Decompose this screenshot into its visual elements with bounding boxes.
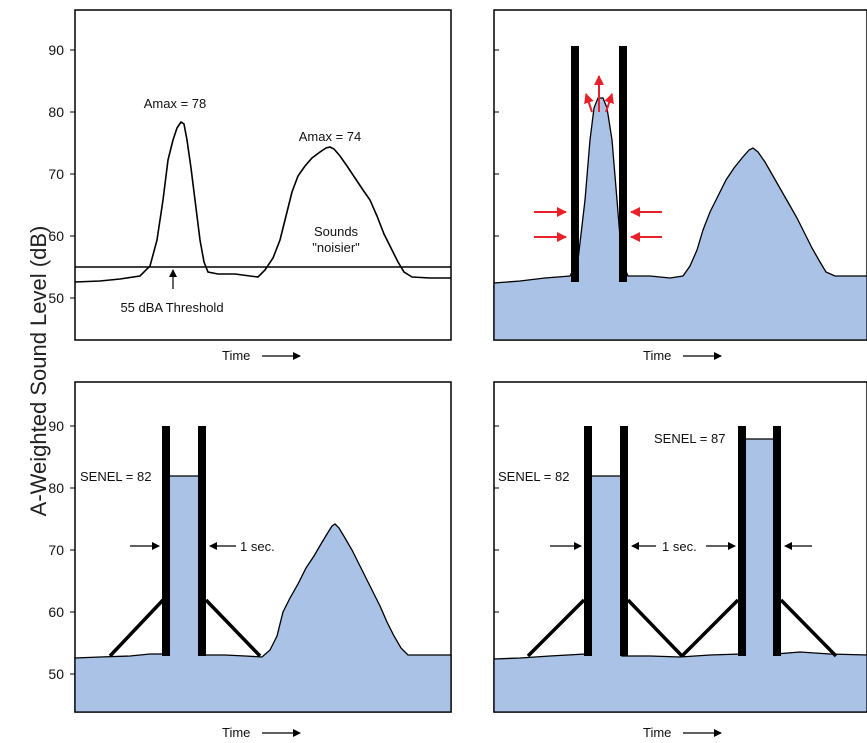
x-axis-label: Time bbox=[222, 348, 250, 363]
senel-label-1: SENEL = 82 bbox=[498, 469, 569, 484]
panel-top-left: 90 80 70 60 50 Amax = 78 Amax = 74 Sound… bbox=[48, 9, 452, 363]
sound-level-curve bbox=[74, 120, 451, 283]
tick-label: 70 bbox=[48, 166, 64, 182]
panel-bottom-right: SENEL = 82 SENEL = 87 1 sec. Time bbox=[493, 381, 867, 740]
left-duration-bar-2 bbox=[738, 426, 746, 656]
tick-label: 50 bbox=[48, 290, 64, 306]
y-ticks-bottom-left: 90 80 70 60 50 bbox=[48, 418, 75, 682]
rise-line-2 bbox=[680, 598, 740, 658]
duration-label: 1 sec. bbox=[240, 539, 275, 554]
left-duration-bar bbox=[162, 426, 170, 656]
y-ticks-top-left: 90 80 70 60 50 bbox=[48, 42, 75, 306]
fall-line-1 bbox=[626, 598, 684, 658]
tick-label: 90 bbox=[48, 42, 64, 58]
x-axis-label: Time bbox=[643, 725, 671, 740]
duration-label: 1 sec. bbox=[662, 539, 697, 554]
peak1-label: Amax = 78 bbox=[144, 96, 207, 111]
x-axis-label: Time bbox=[222, 725, 250, 740]
senel-label: SENEL = 82 bbox=[80, 469, 151, 484]
tick-label: 80 bbox=[48, 480, 64, 496]
noisier-label-line1: Sounds bbox=[314, 224, 359, 239]
left-duration-bar bbox=[571, 46, 579, 282]
senel-label-2: SENEL = 87 bbox=[654, 431, 725, 446]
tick-label: 80 bbox=[48, 104, 64, 120]
noisier-label-line2: "noisier" bbox=[312, 240, 360, 255]
panel-frame bbox=[74, 9, 452, 341]
tick-label: 50 bbox=[48, 666, 64, 682]
tick-label: 90 bbox=[48, 418, 64, 434]
y-axis-label: A-Weighted Sound Level (dB) bbox=[26, 226, 51, 517]
left-duration-bar-1 bbox=[584, 426, 592, 656]
panel-top-right: Time bbox=[493, 9, 867, 363]
tick-label: 60 bbox=[48, 228, 64, 244]
right-duration-bar-2 bbox=[773, 426, 781, 656]
rise-line-1 bbox=[526, 598, 586, 658]
compression-arrows bbox=[534, 75, 662, 242]
tick-label: 70 bbox=[48, 542, 64, 558]
fall-line-2 bbox=[779, 598, 838, 658]
peak2-label: Amax = 74 bbox=[299, 129, 362, 144]
panel-bottom-left: 90 80 70 60 50 SENEL = 82 1 sec. Time bbox=[48, 381, 452, 740]
right-duration-bar bbox=[198, 426, 206, 656]
tick-label: 60 bbox=[48, 604, 64, 620]
rise-line bbox=[108, 598, 165, 658]
right-duration-bar-1 bbox=[620, 426, 628, 656]
x-axis-label: Time bbox=[643, 348, 671, 363]
right-duration-bar bbox=[619, 46, 627, 282]
fall-line bbox=[204, 598, 262, 658]
threshold-label: 55 dBA Threshold bbox=[120, 300, 223, 315]
sound-level-area bbox=[493, 97, 867, 341]
